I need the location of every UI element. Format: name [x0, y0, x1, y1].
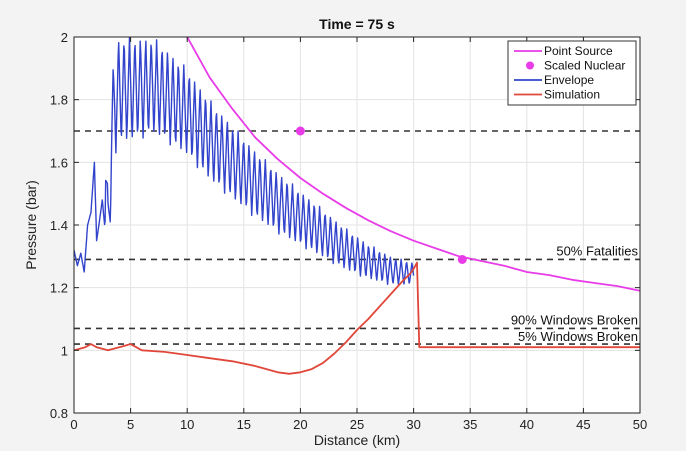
threshold-label: 5% Windows Broken [518, 329, 638, 344]
legend-label: Point Source [544, 44, 613, 58]
chart-title: Time = 75 s [319, 16, 395, 32]
threshold-label: 50% Fatalities [556, 243, 638, 258]
legend-marker [526, 61, 534, 70]
y-tick-label: 2 [61, 30, 68, 45]
legend-label: Scaled Nuclear [544, 59, 625, 73]
y-tick-label: 0.8 [50, 406, 68, 421]
x-axis-label: Distance (km) [314, 432, 400, 448]
y-tick-label: 1 [61, 343, 68, 358]
y-axis-label: Pressure (bar) [23, 180, 39, 269]
y-tick-label: 1.4 [50, 218, 68, 233]
x-tick-label: 45 [576, 417, 590, 432]
x-tick-label: 50 [633, 417, 647, 432]
scaled-nuclear-point [295, 126, 305, 136]
x-tick-label: 40 [520, 417, 534, 432]
x-tick-label: 25 [350, 417, 364, 432]
envelope-line [74, 37, 415, 285]
x-tick-label: 0 [70, 417, 77, 432]
scaled-nuclear-point [457, 254, 467, 264]
simulation-line [74, 261, 640, 375]
x-tick-label: 35 [463, 417, 477, 432]
threshold-label: 90% Windows Broken [511, 312, 638, 327]
x-tick-label: 20 [293, 417, 307, 432]
legend-label: Simulation [544, 88, 600, 102]
y-tick-label: 1.8 [50, 93, 68, 108]
x-tick-label: 5 [127, 417, 134, 432]
point-source-line [186, 37, 640, 292]
y-tick-label: 1.6 [50, 155, 68, 170]
x-tick-label: 30 [406, 417, 420, 432]
legend-label: Envelope [544, 73, 594, 87]
x-tick-label: 15 [237, 417, 251, 432]
x-tick-label: 10 [180, 417, 194, 432]
y-tick-label: 1.2 [50, 281, 68, 296]
